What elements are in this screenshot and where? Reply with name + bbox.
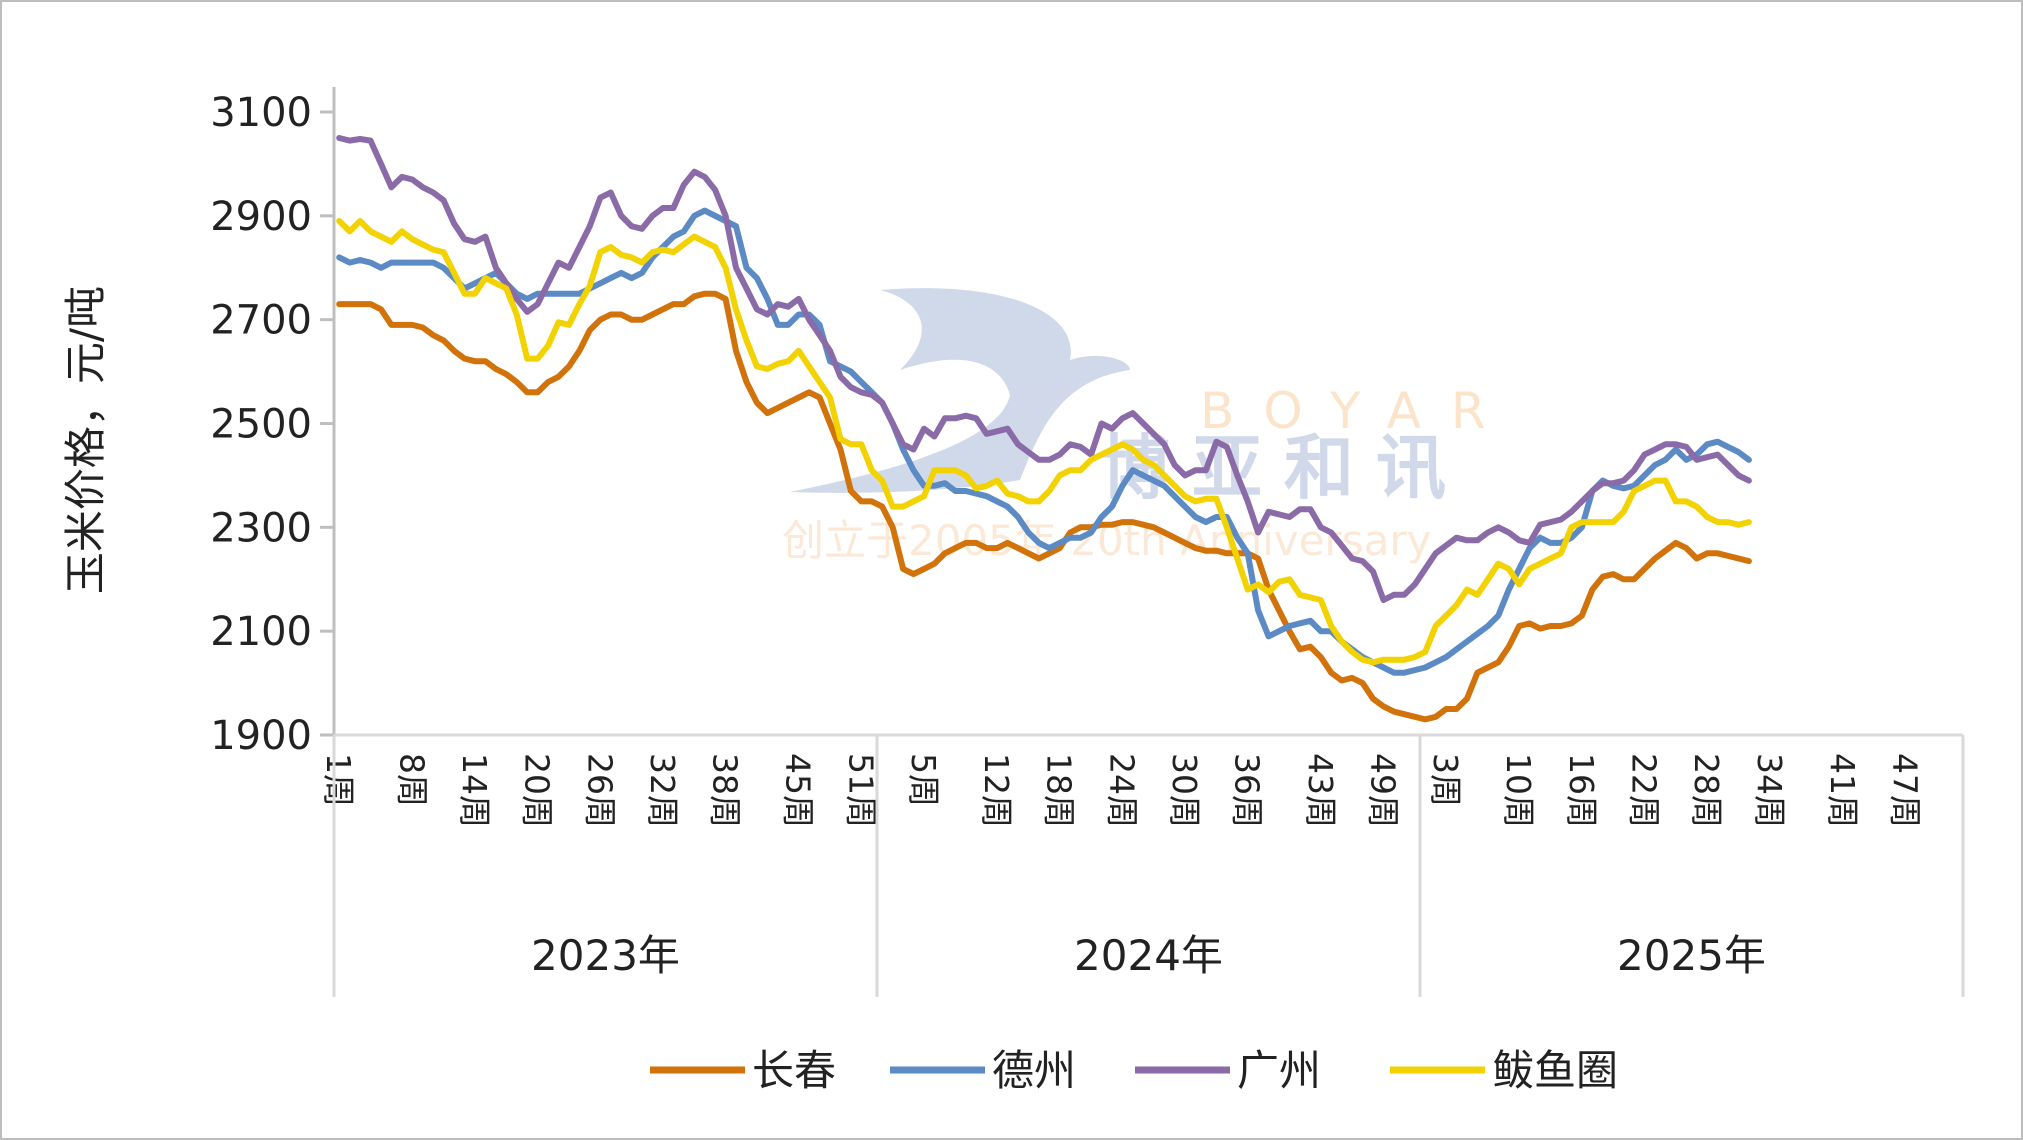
x-tick-label: 36周 — [1228, 753, 1267, 828]
year-label: 2023年 — [531, 931, 680, 980]
bird-logo-shape — [790, 288, 1130, 493]
legend-label: 德州 — [992, 1046, 1076, 1095]
x-tick-label: 47周 — [1886, 753, 1925, 828]
y-tick-label: 3100 — [210, 90, 312, 136]
x-tick-label: 16周 — [1562, 753, 1601, 828]
x-tick-label: 28周 — [1687, 753, 1726, 828]
y-tick-label: 2500 — [210, 402, 312, 448]
watermark-brand-latin: BOYAR — [1200, 382, 1516, 440]
x-tick-label: 41周 — [1823, 753, 1862, 828]
legend-label: 鲅鱼圈 — [1492, 1046, 1618, 1095]
legend-label: 长春 — [752, 1046, 836, 1095]
y-axis-title: 玉米价格，元/吨 — [61, 286, 110, 594]
x-tick-label: 51周 — [841, 753, 880, 828]
x-tick-label: 10周 — [1499, 753, 1538, 828]
year-label: 2025年 — [1617, 931, 1766, 980]
series-line-广州 — [336, 135, 1752, 603]
legend-item: 德州 — [890, 1046, 1076, 1095]
x-tick-label: 8周 — [392, 753, 431, 807]
legend-item: 鲅鱼圈 — [1390, 1046, 1618, 1095]
x-tick-label: 38周 — [706, 753, 745, 828]
year-label: 2024年 — [1074, 931, 1223, 980]
legend-item: 广州 — [1135, 1046, 1321, 1095]
y-tick-label: 2100 — [210, 609, 312, 655]
series-line-长春 — [336, 290, 1752, 723]
y-tick-label: 2300 — [210, 505, 312, 551]
x-tick-label: 32周 — [643, 753, 682, 828]
x-tick-label: 45周 — [779, 753, 818, 828]
x-tick-label: 34周 — [1750, 753, 1789, 828]
series-line-鲅鱼圈 — [336, 218, 1752, 666]
x-tick-label: 24周 — [1102, 753, 1141, 828]
y-tick-label: 2900 — [210, 194, 312, 240]
x-tick-label: 14周 — [455, 753, 494, 828]
x-tick-label: 3周 — [1426, 753, 1465, 807]
x-tick-label: 22周 — [1625, 753, 1664, 828]
x-tick-label: 20周 — [518, 753, 557, 828]
x-tick-label: 18周 — [1040, 753, 1079, 828]
x-tick-label: 43周 — [1301, 753, 1340, 828]
legend-item: 长春 — [650, 1046, 836, 1095]
y-tick-label: 2700 — [210, 298, 312, 344]
x-tick-label: 12周 — [977, 753, 1016, 828]
x-tick-label: 1周 — [319, 753, 358, 807]
legend-label: 广州 — [1237, 1046, 1321, 1095]
x-tick-label: 26周 — [580, 753, 619, 828]
x-tick-label: 5周 — [904, 753, 943, 807]
x-tick-label: 30周 — [1165, 753, 1204, 828]
y-tick-label: 1900 — [210, 713, 312, 759]
x-tick-label: 49周 — [1363, 753, 1402, 828]
